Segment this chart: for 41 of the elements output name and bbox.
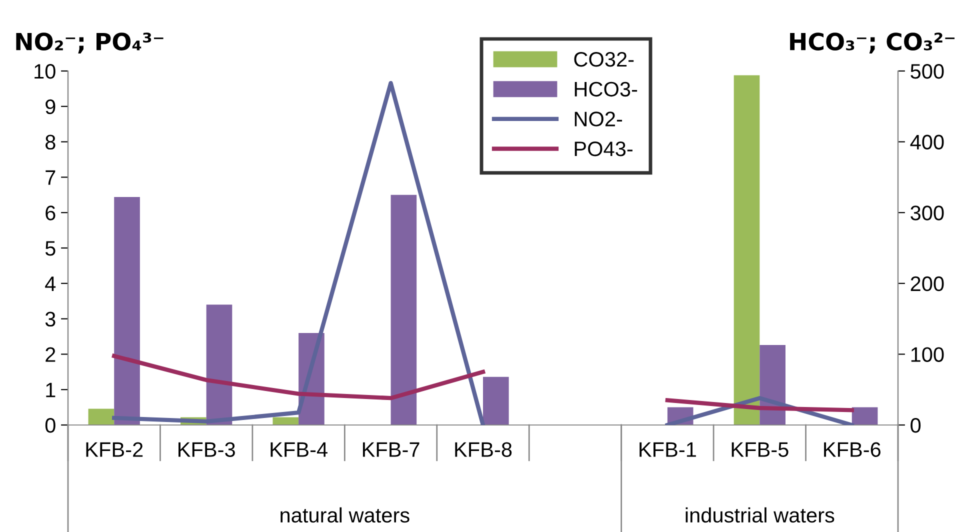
y-tick-label: 2: [46, 347, 56, 362]
y-tick-label: 3: [45, 312, 56, 327]
bar: [734, 75, 760, 425]
y2-tick-label: 500: [910, 64, 944, 79]
legend-label: CO32-: [574, 52, 634, 67]
y-tick-label: 0: [45, 418, 56, 433]
x-tick-label: KFB-2: [86, 442, 143, 457]
y2-tick-label: 200: [910, 276, 944, 292]
y-tick-label: 8: [46, 134, 56, 150]
x-tick-label: KFB-6: [824, 442, 880, 457]
y2-tick-label: 0: [910, 418, 921, 433]
y-tick-label: 5: [45, 241, 56, 256]
x-tick-label: KFB-8: [455, 442, 512, 457]
y2-tick-label: 300: [910, 206, 944, 220]
bar: [390, 194, 417, 425]
bar: [852, 407, 878, 425]
bar: [88, 408, 114, 425]
legend-label: NO2-: [574, 112, 622, 126]
legend-label: HCO3-: [574, 82, 638, 97]
x-tick-label: KFB-4: [270, 442, 328, 457]
bar: [206, 304, 232, 425]
y-tick-label: 7: [46, 170, 56, 185]
x-tick-label: KFB-3: [178, 442, 235, 457]
y-tick-label: 10: [34, 64, 56, 79]
bar: [272, 417, 299, 425]
y-tick-label: 6: [46, 206, 56, 220]
bar: [483, 376, 509, 425]
y2-tick-label: 100: [911, 347, 944, 362]
bar: [114, 197, 140, 425]
y-tick-label: 4: [45, 276, 56, 291]
x-tick-label: KFB-7: [362, 442, 420, 457]
x-tick-label: KFB-5: [732, 442, 788, 457]
legend-label: PO43-: [574, 142, 632, 156]
y-tick-label: 9: [46, 99, 56, 114]
x-tick-label: KFB-1: [640, 442, 696, 457]
y2-axis-title: HCO₃⁻; CO₃²⁻: [790, 32, 955, 54]
text: industrial waters: [686, 507, 834, 523]
y-axis-title: NO₂⁻; PO₄³⁻: [16, 32, 164, 54]
y-tick-label: 1: [46, 382, 56, 398]
y2-tick-label: 400: [910, 134, 944, 150]
text: natural waters: [280, 507, 410, 523]
